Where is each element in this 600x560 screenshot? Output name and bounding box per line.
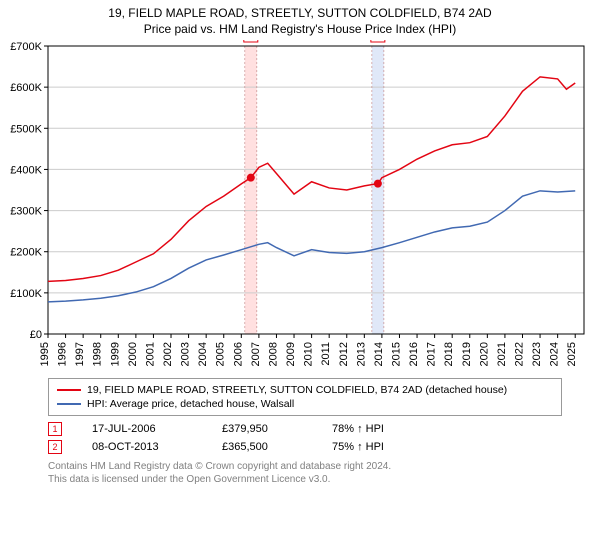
svg-text:2006: 2006 — [232, 342, 244, 366]
sale-hpi: 78% ↑ HPI — [332, 423, 412, 435]
legend: 19, FIELD MAPLE ROAD, STREETLY, SUTTON C… — [48, 378, 562, 416]
svg-text:2023: 2023 — [531, 342, 543, 366]
svg-text:2004: 2004 — [197, 342, 209, 366]
svg-text:£300K: £300K — [10, 206, 42, 218]
chart-title: 19, FIELD MAPLE ROAD, STREETLY, SUTTON C… — [0, 0, 600, 20]
svg-text:2016: 2016 — [408, 342, 420, 366]
svg-text:2: 2 — [375, 40, 380, 41]
svg-text:2013: 2013 — [355, 342, 367, 366]
svg-text:2000: 2000 — [127, 342, 139, 366]
sale-price: £379,950 — [222, 423, 302, 435]
svg-text:2003: 2003 — [180, 342, 192, 366]
svg-text:1995: 1995 — [39, 342, 51, 366]
sale-date: 08-OCT-2013 — [92, 441, 192, 453]
svg-text:2007: 2007 — [250, 342, 262, 366]
sale-date: 17-JUL-2006 — [92, 423, 192, 435]
svg-text:2022: 2022 — [513, 342, 525, 366]
svg-text:2025: 2025 — [566, 342, 578, 366]
svg-text:1: 1 — [248, 40, 253, 41]
svg-text:£100K: £100K — [10, 288, 42, 300]
svg-text:2005: 2005 — [215, 342, 227, 366]
svg-text:2018: 2018 — [443, 342, 455, 366]
svg-text:2010: 2010 — [303, 342, 315, 366]
sale-row: 1 17-JUL-2006 £379,950 78% ↑ HPI — [48, 420, 562, 438]
svg-text:1999: 1999 — [109, 342, 121, 366]
legend-swatch — [57, 389, 81, 391]
chart-subtitle: Price paid vs. HM Land Registry's House … — [0, 20, 600, 40]
sale-marker: 1 — [48, 422, 62, 436]
svg-text:2017: 2017 — [426, 342, 438, 366]
svg-text:£400K: £400K — [10, 164, 42, 176]
svg-text:£700K: £700K — [10, 41, 42, 53]
svg-text:1998: 1998 — [92, 342, 104, 366]
sales-table: 1 17-JUL-2006 £379,950 78% ↑ HPI 2 08-OCT-201… — [48, 420, 562, 456]
svg-text:£0: £0 — [30, 329, 42, 341]
svg-text:2015: 2015 — [390, 342, 402, 366]
chart-area: £0 £100K £200K £300K £400K £500K £600K £700K 199… — [0, 40, 600, 370]
svg-text:£600K: £600K — [10, 82, 42, 94]
legend-item: 19, FIELD MAPLE ROAD, STREETLY, SUTTON C… — [57, 383, 553, 397]
legend-label: HPI: Average price, detached house, Wals… — [87, 398, 294, 410]
legend-swatch — [57, 403, 81, 405]
svg-text:2019: 2019 — [461, 342, 473, 366]
svg-text:£200K: £200K — [10, 247, 42, 259]
sale-hpi: 75% ↑ HPI — [332, 441, 412, 453]
attribution: Contains HM Land Registry data © Crown c… — [48, 460, 562, 486]
legend-label: 19, FIELD MAPLE ROAD, STREETLY, SUTTON C… — [87, 384, 507, 396]
attribution-line: Contains HM Land Registry data © Crown c… — [48, 460, 562, 473]
svg-text:2021: 2021 — [496, 342, 508, 366]
svg-text:2012: 2012 — [338, 342, 350, 366]
sale-marker: 2 — [48, 440, 62, 454]
sale-price: £365,500 — [222, 441, 302, 453]
svg-text:2020: 2020 — [478, 342, 490, 366]
svg-text:1997: 1997 — [74, 342, 86, 366]
attribution-line: This data is licensed under the Open Gov… — [48, 473, 562, 486]
legend-item: HPI: Average price, detached house, Wals… — [57, 397, 553, 411]
svg-text:1996: 1996 — [57, 342, 69, 366]
svg-text:2002: 2002 — [162, 342, 174, 366]
sale-row: 2 08-OCT-2013 £365,500 75% ↑ HPI — [48, 438, 562, 456]
svg-text:£500K: £500K — [10, 123, 42, 135]
svg-text:2008: 2008 — [267, 342, 279, 366]
line-chart: £0 £100K £200K £300K £400K £500K £600K £700K 199… — [0, 40, 600, 370]
svg-text:2014: 2014 — [373, 342, 385, 366]
svg-text:2011: 2011 — [320, 342, 332, 366]
svg-text:2024: 2024 — [549, 342, 561, 366]
svg-text:2001: 2001 — [144, 342, 156, 366]
svg-text:2009: 2009 — [285, 342, 297, 366]
